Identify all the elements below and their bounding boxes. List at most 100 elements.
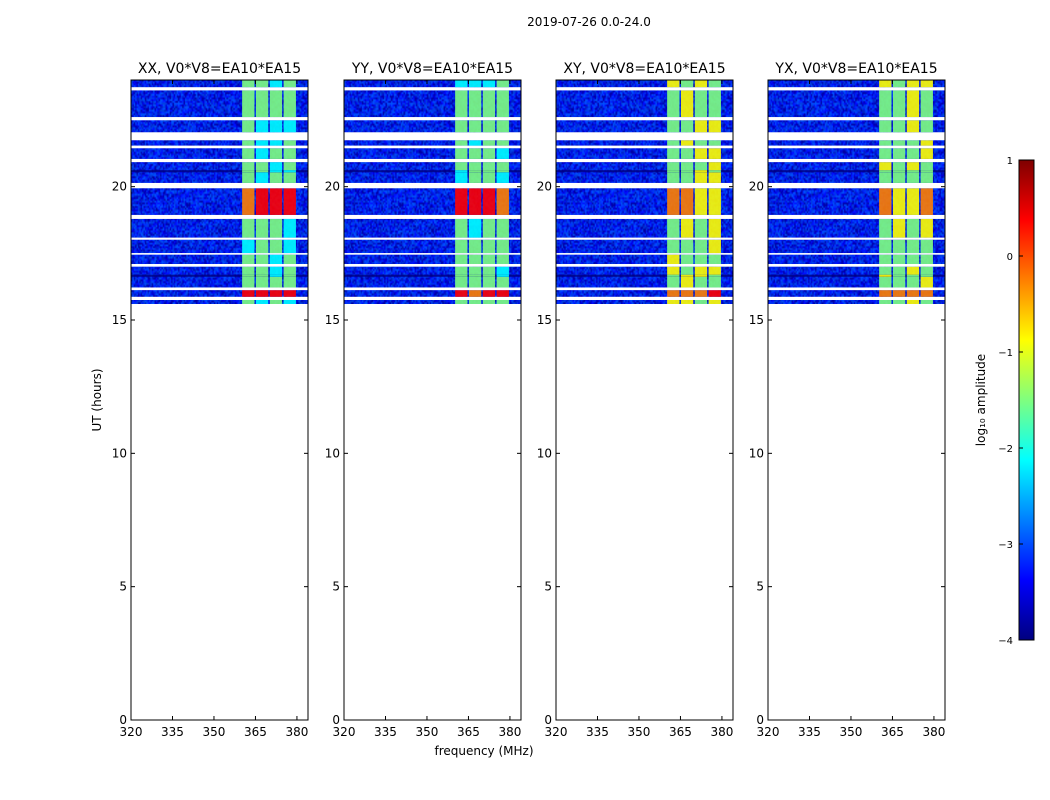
heatmap-cell [694,188,708,215]
heatmap-cell [255,274,269,277]
heatmap-cell [879,239,892,254]
heatmap-cell [879,218,892,238]
heatmap-gap [131,158,308,163]
heatmap-cell [455,218,468,238]
heatmap-cell [455,274,468,277]
heatmap-cell [667,120,680,133]
heatmap-cell [892,80,906,88]
heatmap-cell [269,290,283,297]
heatmap-cell [283,276,296,288]
heatmap-gap [556,182,733,189]
heatmap-gap [556,158,733,163]
heatmap-gap [556,117,733,121]
heatmap-cell [496,276,509,288]
heatmap-cell [694,162,708,171]
heatmap-cell [892,172,906,183]
y-tick-label: 15 [112,313,127,327]
colorbar: −4 −3 −2 −1 0 1 [998,156,1035,647]
y-tick-label: 10 [112,446,127,460]
heatmap-cell [242,239,255,254]
heatmap-gap [344,264,521,267]
heatmap-gap [344,287,521,291]
heatmap-cell [283,170,296,173]
heatmap-cell [879,290,892,297]
heatmap-cell [482,140,496,146]
heatmap-gap [131,287,308,291]
heatmap-cell [283,140,296,146]
heatmap-cell [906,254,920,264]
heatmap-cell [482,120,496,133]
heatmap-cell [283,300,296,304]
heatmap-cell [283,162,296,171]
heatmap-cell [269,300,283,304]
heatmap-cell [906,188,920,215]
heatmap-cell [920,300,933,304]
heatmap-cell [708,170,721,173]
y-tick-label: 20 [325,180,340,194]
x-tick-label: 380 [285,725,308,739]
heatmap-cell [269,140,283,146]
heatmap-cell [455,276,468,288]
heatmap-cell [694,266,708,275]
y-tick-label: 0 [332,713,340,727]
heatmap-gap [768,296,945,300]
heatmap-cell [680,148,694,159]
heatmap-cell [879,266,892,275]
heatmap-cell [708,290,721,297]
heatmap-cell [708,218,721,238]
heatmap-gap [131,237,308,240]
heatmap-cell [482,274,496,277]
heatmap-cell [906,170,920,173]
heatmap-cell [455,172,468,183]
heatmap-cell [482,148,496,159]
heatmap-cell [667,172,680,183]
heatmap-cell [892,239,906,254]
y-tick-label: 20 [112,180,127,194]
y-tick-label: 10 [325,446,340,460]
heatmap-cell [680,188,694,215]
heatmap-cell [496,140,509,146]
heatmap-cell [468,148,482,159]
heatmap-cell [879,188,892,215]
heatmap-cell [680,120,694,133]
heatmap-cell [879,276,892,288]
heatmap-gap [768,253,945,255]
heatmap-gap [768,182,945,189]
heatmap-cell [920,290,933,297]
heatmap-cell [694,300,708,304]
heatmap-cell [694,218,708,238]
heatmap-cell [283,266,296,275]
heatmap-cell [255,140,269,146]
heatmap-cell [708,140,721,146]
heatmap-cell [906,162,920,171]
heatmap-cell [920,266,933,275]
heatmap-gap [556,87,733,91]
heatmap-cell [255,172,269,183]
colorbar-gradient-rect [1018,159,1035,641]
heatmap-cell [680,300,694,304]
heatmap-cell [255,120,269,133]
heatmap-cell [694,290,708,297]
heatmap-cell [283,120,296,133]
heatmap-cell [920,254,933,264]
heatmap-gap [768,214,945,219]
heatmap-gap [131,145,308,149]
heatmap-gap [344,158,521,163]
heatmap-cell [667,239,680,254]
heatmap-cell [269,274,283,277]
heatmap-cell [920,188,933,215]
heatmap-cell [906,80,920,88]
x-tick-label: 380 [498,725,521,739]
heatmap-gap [131,117,308,121]
x-tick-label: 365 [457,725,480,739]
y-tick-label: 5 [332,580,340,594]
panel-yx: YX, V0*V8=EA10*EA15 320 335 350 365 380 0 5 10 15… [749,61,946,739]
heatmap-cell [455,239,468,254]
y-tick-label: 15 [537,313,552,327]
heatmap-cell [920,218,933,238]
heatmap-gap [556,296,733,300]
heatmap-cell [694,140,708,146]
y-tick-label: 20 [749,180,764,194]
heatmap-gap [556,214,733,219]
heatmap-gap [131,296,308,300]
